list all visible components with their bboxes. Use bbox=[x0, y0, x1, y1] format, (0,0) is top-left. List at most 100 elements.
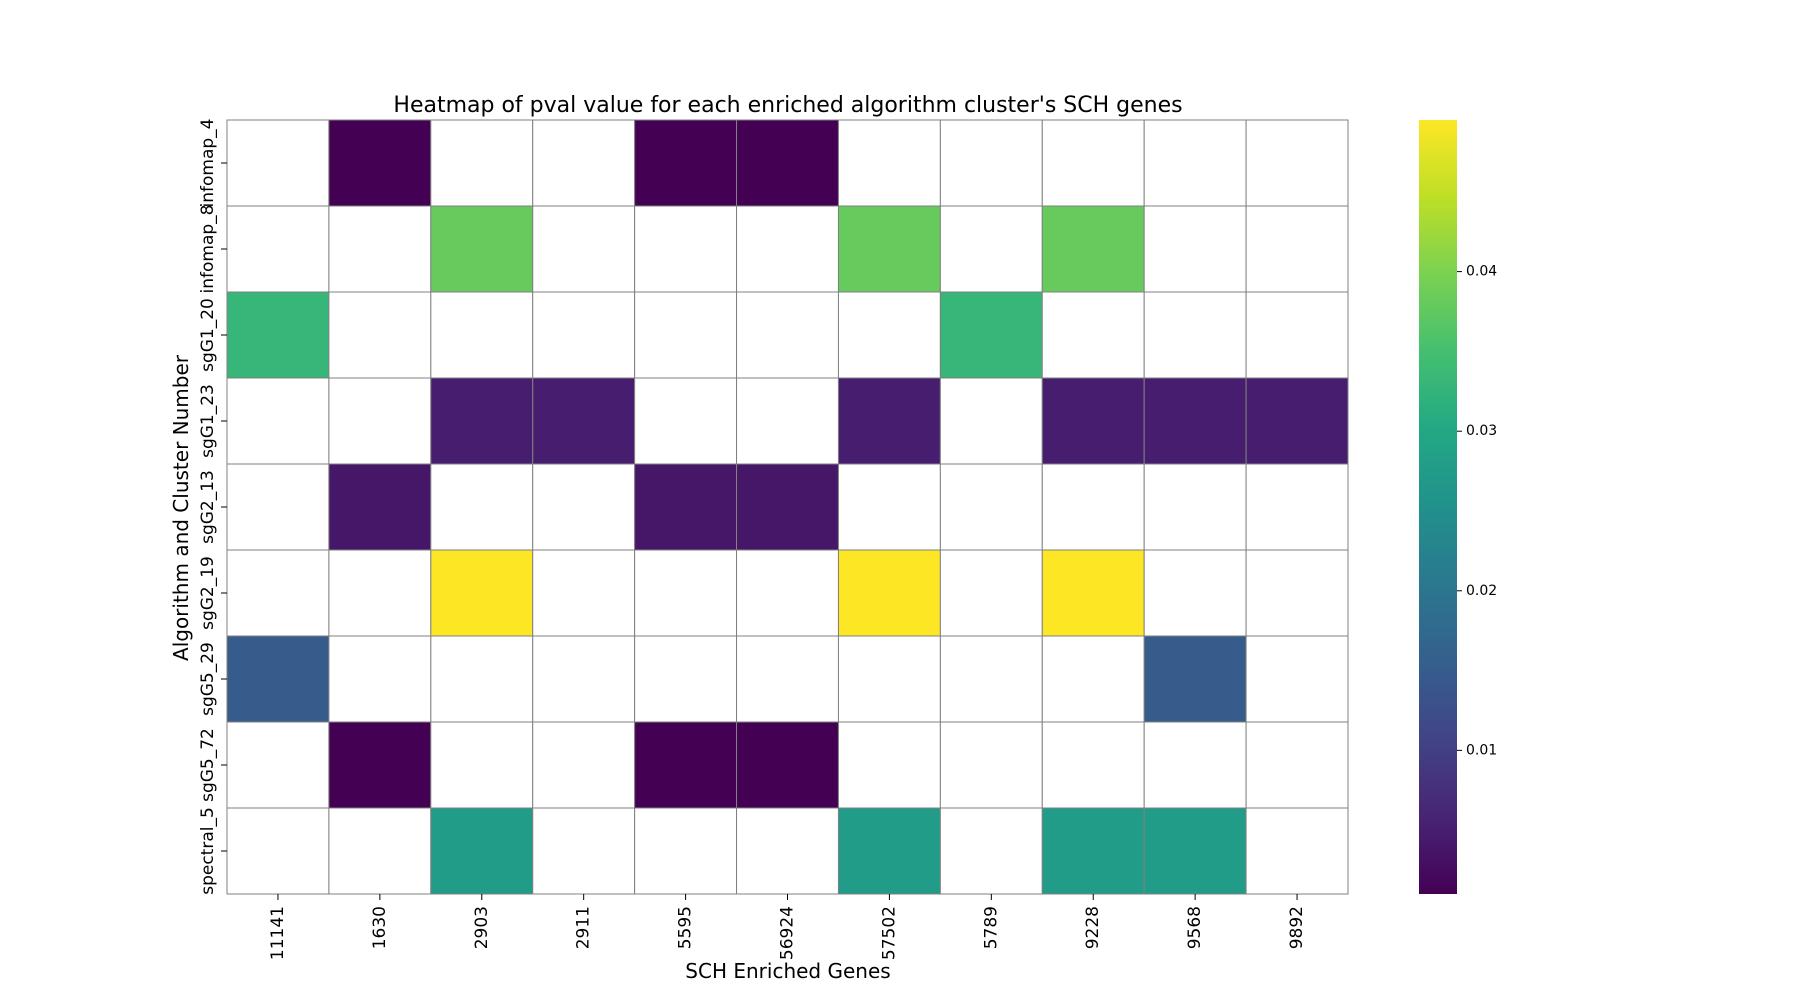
x-tick-label: 9568 bbox=[1185, 906, 1205, 949]
x-tick-label: 1630 bbox=[370, 906, 390, 949]
heatmap-cell bbox=[1143, 635, 1247, 723]
heatmap-cells bbox=[226, 119, 1349, 895]
y-tick-label: sgG2_19 bbox=[198, 556, 218, 630]
heatmap-cell bbox=[939, 463, 1043, 551]
heatmap-cell bbox=[634, 635, 738, 723]
heatmap-cell bbox=[532, 205, 636, 293]
heatmap-cell bbox=[430, 807, 534, 895]
heatmap-cell bbox=[939, 635, 1043, 723]
heatmap-cell bbox=[328, 205, 432, 293]
heatmap-cell bbox=[837, 549, 941, 637]
heatmap-cell bbox=[939, 205, 1043, 293]
heatmap-cell bbox=[328, 119, 432, 207]
colorbar: 0.01 0.02 0.03 0.04 bbox=[1419, 120, 1497, 894]
chart-title: Heatmap of pval value for each enriched … bbox=[393, 93, 1182, 118]
heatmap-cell bbox=[226, 119, 330, 207]
heatmap-cell bbox=[226, 549, 330, 637]
heatmap-cell bbox=[430, 119, 534, 207]
heatmap-cell bbox=[532, 463, 636, 551]
heatmap-cell bbox=[736, 377, 839, 465]
heatmap-cell bbox=[736, 721, 839, 809]
heatmap-cell bbox=[1041, 721, 1145, 809]
heatmap-cell bbox=[939, 807, 1043, 895]
heatmap-cell bbox=[1041, 377, 1145, 465]
colorbar-tick-label: 0.04 bbox=[1466, 264, 1497, 280]
heatmap-cell bbox=[532, 635, 636, 723]
y-tick-label: sgG1_23 bbox=[198, 384, 218, 458]
heatmap-cell bbox=[328, 291, 432, 379]
x-tick-label: 11141 bbox=[268, 906, 288, 960]
heatmap-cell bbox=[1143, 721, 1247, 809]
heatmap-cell bbox=[1245, 807, 1349, 895]
heatmap-cell bbox=[430, 463, 534, 551]
heatmap-cell bbox=[1041, 635, 1145, 723]
heatmap-cell bbox=[532, 377, 636, 465]
heatmap-cell bbox=[226, 721, 330, 809]
heatmap-cell bbox=[634, 119, 738, 207]
heatmap-cell bbox=[328, 807, 432, 895]
heatmap-cell bbox=[1041, 119, 1145, 207]
heatmap-cell bbox=[939, 291, 1043, 379]
heatmap-cell bbox=[226, 291, 330, 379]
heatmap-cell bbox=[226, 807, 330, 895]
heatmap-cell bbox=[1245, 463, 1349, 551]
heatmap-cell bbox=[634, 807, 738, 895]
heatmap-cell bbox=[634, 205, 738, 293]
heatmap-cell bbox=[328, 377, 432, 465]
heatmap-cell bbox=[1041, 463, 1145, 551]
heatmap-cell bbox=[837, 463, 941, 551]
heatmap-cell bbox=[430, 205, 534, 293]
heatmap-cell bbox=[328, 721, 432, 809]
heatmap-cell bbox=[837, 291, 941, 379]
heatmap-cell bbox=[837, 205, 941, 293]
heatmap-cell bbox=[1143, 291, 1247, 379]
colorbar-gradient bbox=[1419, 120, 1457, 894]
heatmap-cell bbox=[1245, 119, 1349, 207]
x-tick-label: 57502 bbox=[879, 906, 899, 960]
heatmap-cell bbox=[634, 377, 738, 465]
heatmap-cell bbox=[328, 463, 432, 551]
x-tick-label: 2903 bbox=[472, 906, 492, 949]
heatmap-cell bbox=[430, 721, 534, 809]
heatmap-cell bbox=[736, 807, 839, 895]
colorbar-tick-label: 0.02 bbox=[1466, 583, 1497, 599]
colorbar-tick-label: 0.01 bbox=[1466, 742, 1497, 758]
x-tick-label: 56924 bbox=[778, 906, 798, 960]
heatmap-cell bbox=[736, 291, 839, 379]
heatmap-cell bbox=[1245, 291, 1349, 379]
y-tick-label: sgG5_72 bbox=[198, 728, 218, 802]
x-tick-label: 9228 bbox=[1083, 906, 1103, 949]
x-axis-label: SCH Enriched Genes bbox=[685, 959, 890, 983]
heatmap-cell bbox=[430, 635, 534, 723]
heatmap-cell bbox=[430, 291, 534, 379]
heatmap-cell bbox=[1143, 119, 1247, 207]
x-tick-label: 5789 bbox=[981, 906, 1001, 949]
heatmap-cell bbox=[1245, 549, 1349, 637]
heatmap-cell bbox=[1245, 377, 1349, 465]
heatmap-cell bbox=[328, 635, 432, 723]
heatmap-cell bbox=[1041, 205, 1145, 293]
heatmap-cell bbox=[1143, 549, 1247, 637]
heatmap-cell bbox=[939, 119, 1043, 207]
heatmap-cell bbox=[939, 377, 1043, 465]
y-tick-label: sgG5_29 bbox=[198, 642, 218, 716]
heatmap-cell bbox=[634, 721, 738, 809]
heatmap-cell bbox=[226, 463, 330, 551]
heatmap-cell bbox=[226, 205, 330, 293]
heatmap-cell bbox=[532, 291, 636, 379]
x-axis-ticks: 11141 1630 2903 2911 5595 56924 57502 5789 9228 9… bbox=[268, 894, 1307, 960]
heatmap-cell bbox=[634, 291, 738, 379]
heatmap-cell bbox=[736, 549, 839, 637]
heatmap-cell bbox=[328, 549, 432, 637]
heatmap-cell bbox=[1143, 807, 1247, 895]
heatmap-cell bbox=[532, 119, 636, 207]
heatmap-cell bbox=[1143, 377, 1247, 465]
x-tick-label: 2911 bbox=[574, 906, 594, 949]
heatmap-cell bbox=[1143, 205, 1247, 293]
heatmap-cell bbox=[837, 807, 941, 895]
heatmap-cell bbox=[532, 807, 636, 895]
heatmap-cell bbox=[532, 549, 636, 637]
heatmap-cell bbox=[736, 635, 839, 723]
heatmap-cell bbox=[1041, 549, 1145, 637]
